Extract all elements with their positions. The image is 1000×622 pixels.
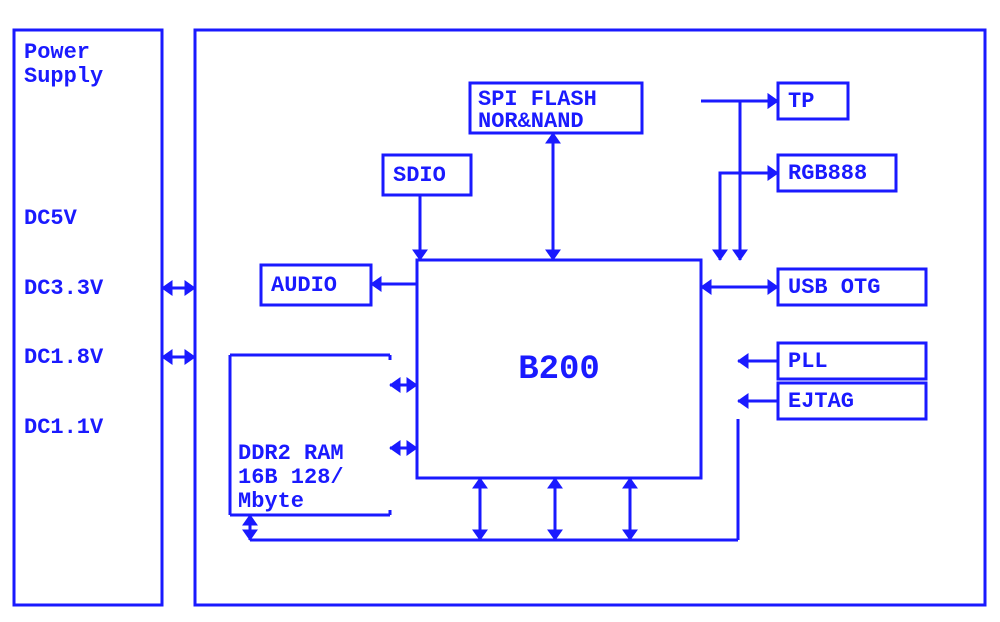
- power-rail-dc1.8v: DC1.8V: [24, 345, 104, 370]
- ddr2-line2: 16B 128/: [238, 465, 344, 490]
- main-container: [195, 30, 985, 605]
- power-rail-dc1.1v: DC1.1V: [24, 415, 104, 440]
- ejtag-label: EJTAG: [788, 389, 854, 414]
- power-rail-dc5v: DC5V: [24, 206, 78, 231]
- power-supply-title-2: Supply: [24, 64, 103, 89]
- ddr2-line3: Mbyte: [238, 489, 304, 514]
- arrowhead-icon: [738, 354, 748, 368]
- arrowhead-icon: [713, 250, 727, 260]
- audio-label: AUDIO: [271, 273, 337, 298]
- arrowhead-icon: [733, 250, 747, 260]
- arrowhead-icon: [390, 441, 400, 455]
- tp-label: TP: [788, 89, 814, 114]
- spi-flash-line2: NOR&NAND: [478, 109, 584, 134]
- rgb888-label: RGB888: [788, 161, 867, 186]
- usb_otg-label: USB OTG: [788, 275, 880, 300]
- arrowhead-icon: [390, 378, 400, 392]
- power-supply-title-1: Power: [24, 40, 90, 65]
- sdio-label: SDIO: [393, 163, 446, 188]
- ddr2-line1: DDR2 RAM: [238, 441, 344, 466]
- b200-label: B200: [518, 351, 600, 389]
- power-supply-block: [14, 30, 162, 605]
- power-rail-dc3.3v: DC3.3V: [24, 276, 104, 301]
- arrowhead-icon: [738, 394, 748, 408]
- pll-label: PLL: [788, 349, 828, 374]
